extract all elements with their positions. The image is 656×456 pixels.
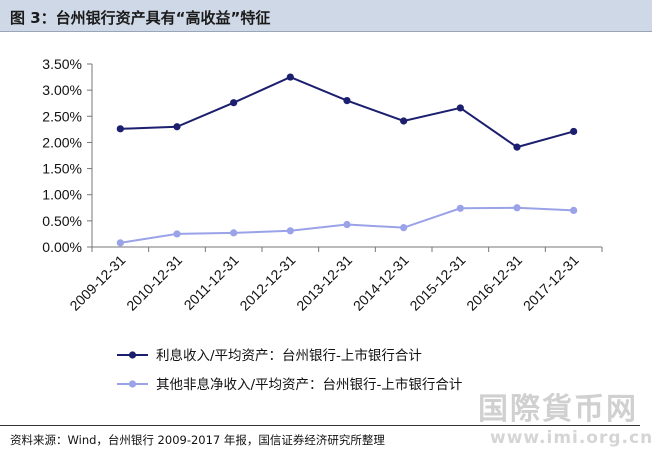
y-tick-label: 2.00% bbox=[42, 134, 82, 150]
x-tick-label: 2010-12-31 bbox=[123, 252, 185, 314]
data-point bbox=[286, 227, 294, 235]
data-point bbox=[286, 73, 294, 81]
legend-label: 其他非息净收入/平均资产：台州银行-上市银行合计 bbox=[156, 376, 462, 393]
data-point bbox=[456, 104, 464, 112]
data-point bbox=[513, 143, 521, 151]
data-point bbox=[230, 99, 238, 107]
data-point bbox=[173, 230, 181, 238]
data-point bbox=[173, 123, 181, 131]
y-tick-label: 2.50% bbox=[42, 108, 82, 124]
data-point bbox=[456, 204, 464, 212]
data-point bbox=[400, 117, 408, 125]
chart-axes bbox=[91, 64, 602, 248]
legend-marker bbox=[128, 380, 137, 388]
x-tick-label: 2009-12-31 bbox=[66, 252, 128, 314]
footer-divider bbox=[0, 425, 640, 426]
y-tick-label: 1.00% bbox=[42, 187, 82, 203]
watermark-url: www.imi.org.cn bbox=[490, 428, 654, 448]
y-tick-label: 3.00% bbox=[42, 82, 82, 98]
y-tick-label: 1.50% bbox=[42, 161, 82, 177]
y-axis-ticks: 0.00% 0.50% 1.00% 1.50% 2.00% 2.50% 3.00% 3.50% bbox=[42, 56, 92, 255]
chart-legend: 利息收入/平均资产：台州银行-上市银行合计其他非息净收入/平均资产：台州银行-上… bbox=[117, 347, 462, 393]
x-tick-label: 2015-12-31 bbox=[406, 252, 468, 314]
x-axis-ticks: 2009-12-312010-12-312011-12-312012-12-31… bbox=[66, 247, 603, 314]
source-note: 资料来源：Wind，台州银行 2009-2017 年报，国信证券经济研究所整理 bbox=[10, 433, 385, 447]
series-line bbox=[120, 75, 574, 149]
x-tick-label: 2012-12-31 bbox=[236, 252, 298, 314]
data-point bbox=[116, 125, 124, 133]
x-tick-label: 2016-12-31 bbox=[463, 252, 525, 314]
chart-series bbox=[116, 73, 578, 247]
data-point bbox=[570, 127, 578, 136]
line-chart: 0.00% 0.50% 1.00% 1.50% 2.00% 2.50% 3.00% 3.50%… bbox=[42, 56, 603, 393]
data-point bbox=[230, 229, 238, 237]
figure-title: 图 3：台州银行资产具有“高收益”特征 bbox=[10, 9, 271, 27]
y-tick-label: 3.50% bbox=[42, 56, 82, 72]
y-tick-label: 0.00% bbox=[42, 239, 82, 255]
data-point bbox=[570, 206, 578, 214]
x-tick-label: 2011-12-31 bbox=[181, 252, 242, 313]
data-point bbox=[400, 224, 408, 232]
x-tick-label: 2017-12-31 bbox=[520, 252, 582, 314]
data-point bbox=[343, 97, 351, 105]
title-bar: 图 3：台州银行资产具有“高收益”特征 bbox=[0, 0, 652, 32]
data-point bbox=[343, 220, 351, 229]
data-point bbox=[513, 204, 521, 212]
legend-marker bbox=[128, 351, 137, 359]
data-point bbox=[116, 239, 124, 247]
x-tick-label: 2014-12-31 bbox=[350, 252, 412, 314]
y-tick-label: 0.50% bbox=[42, 213, 82, 229]
watermark-logo: 国際貨币网 bbox=[478, 392, 638, 427]
x-tick-label: 2013-12-31 bbox=[293, 252, 355, 314]
legend-label: 利息收入/平均资产：台州银行-上市银行合计 bbox=[156, 347, 422, 364]
